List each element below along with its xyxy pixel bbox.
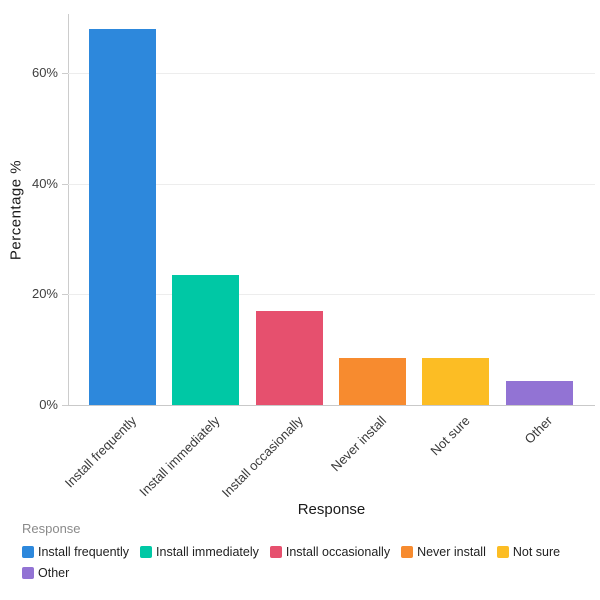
bar-never-install[interactable] — [338, 358, 406, 405]
plot-area: 0% 20% 40% 60% Install frequently Install imm… — [32, 14, 595, 500]
legend-label-install-immediately: Install immediately — [156, 545, 259, 559]
bar-install-immediately[interactable] — [172, 275, 240, 405]
legend-swatch-other — [22, 567, 34, 579]
legend-title: Response — [22, 521, 81, 536]
y-tick-label-40pct: 40% — [31, 175, 58, 191]
legend-items: Install frequently Install immediately Ins… — [22, 545, 578, 580]
legend-label-not-sure: Not sure — [512, 545, 561, 559]
legend-label-other: Other — [38, 566, 70, 580]
legend-swatch-install-occasionally — [269, 546, 282, 558]
legend: Response Install frequently Install immed… — [22, 521, 578, 580]
bar-not-sure[interactable] — [422, 358, 490, 405]
bar-install-frequently[interactable] — [89, 28, 156, 405]
legend-item-install-occasionally[interactable]: Install occasionally — [269, 545, 391, 559]
legend-item-never-install[interactable]: Never install — [401, 545, 486, 559]
y-tick-20pct — [62, 294, 68, 296]
y-tick-label-20pct: 20% — [31, 286, 58, 302]
legend-swatch-install-immediately — [140, 546, 153, 558]
x-axis-line — [62, 405, 595, 406]
gridline-40pct — [68, 183, 595, 185]
legend-label-install-frequently: Install frequently — [38, 545, 130, 559]
legend-swatch-not-sure — [496, 546, 509, 558]
legend-item-install-frequently[interactable]: Install frequently — [22, 545, 129, 559]
x-tick-label-never-install: Never install — [327, 413, 390, 475]
y-axis-line — [68, 14, 69, 405]
x-tick-label-not-sure: Not sure — [426, 413, 473, 459]
y-tick-label-60pct: 60% — [31, 65, 58, 81]
y-tick-60pct — [62, 73, 68, 75]
x-tick-label-other: Other — [522, 413, 556, 447]
legend-item-install-immediately[interactable]: Install immediately — [140, 545, 259, 559]
legend-item-not-sure[interactable]: Not sure — [496, 545, 561, 559]
legend-item-other[interactable]: Other — [22, 566, 69, 580]
x-tick-label-install-occasionally: Install occasionally — [218, 413, 306, 501]
gridline-20pct — [68, 294, 595, 296]
x-tick-label-install-immediately: Install immediately — [136, 413, 223, 500]
gridline-60pct — [68, 73, 595, 75]
legend-swatch-install-frequently — [22, 546, 34, 558]
legend-label-never-install: Never install — [417, 545, 486, 559]
bar-install-occasionally[interactable] — [255, 310, 323, 405]
legend-label-install-occasionally: Install occasionally — [285, 545, 391, 559]
y-tick-0pct — [62, 405, 68, 406]
y-tick-40pct — [62, 183, 68, 185]
bar-other[interactable] — [505, 380, 573, 405]
y-tick-label-0pct: 0% — [39, 397, 58, 412]
x-tick-label-install-frequently: Install frequently — [61, 413, 140, 491]
legend-swatch-never-install — [401, 546, 414, 558]
x-axis-title: Response — [297, 501, 366, 518]
